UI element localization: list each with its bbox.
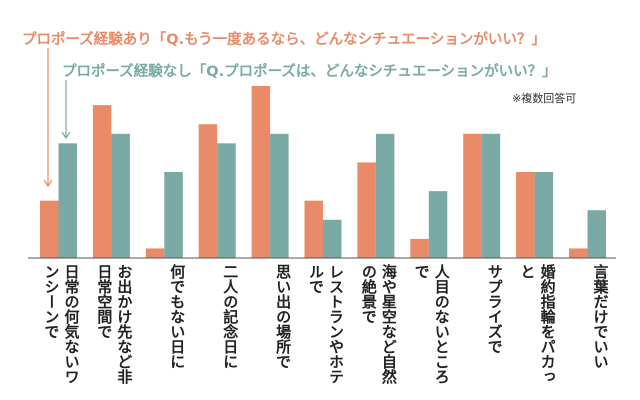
bar [145, 248, 165, 258]
x-tick-label: 人目のないところで [412, 264, 451, 384]
bar [251, 86, 271, 258]
bar [428, 191, 448, 258]
bar [516, 172, 535, 258]
x-tick-label: 婚約指輪をパカっと [518, 264, 557, 384]
legend-entry: プロポーズ経験なし「Q.プロポーズは、どんなシチュエーションがいい？」 [62, 64, 557, 80]
bar [217, 143, 236, 258]
bar [481, 133, 501, 258]
bar [58, 143, 77, 258]
x-tick-label: 日常の何気ないワンシーンで [42, 264, 81, 384]
x-tick-label: 思い出の場所で [274, 264, 293, 369]
arrow-head [61, 131, 71, 140]
bar [304, 200, 323, 258]
x-tick-label: お出かけ先など非日常空間で [95, 264, 134, 384]
arrow-head [43, 179, 53, 188]
bar [40, 200, 59, 258]
legend-entry: プロポーズ経験あり「Q.もう一度あるなら、どんなシチュエーションがいい？」 [22, 32, 546, 48]
bar [357, 162, 376, 258]
x-tick-label: 二人の記念日に [221, 264, 240, 369]
bar [270, 133, 289, 258]
x-tick-label: 何でもない日に [168, 264, 187, 369]
bar [375, 133, 395, 258]
bar [463, 133, 482, 258]
note: ※複数回答可 [512, 92, 577, 105]
bar [410, 238, 429, 258]
bar [587, 210, 606, 258]
x-tick-label: 海や星空など自然の絶景で [359, 264, 398, 384]
bar [323, 219, 342, 258]
x-tick-label: レストランやホテルで [307, 264, 345, 384]
bar [569, 248, 588, 258]
bar [534, 172, 554, 258]
bar [111, 133, 130, 258]
x-tick-label: サプライズで [485, 264, 504, 354]
x-tick-label: 言葉だけでいい [591, 264, 610, 369]
bar [92, 105, 112, 258]
bar [198, 124, 218, 258]
bar [164, 172, 183, 258]
